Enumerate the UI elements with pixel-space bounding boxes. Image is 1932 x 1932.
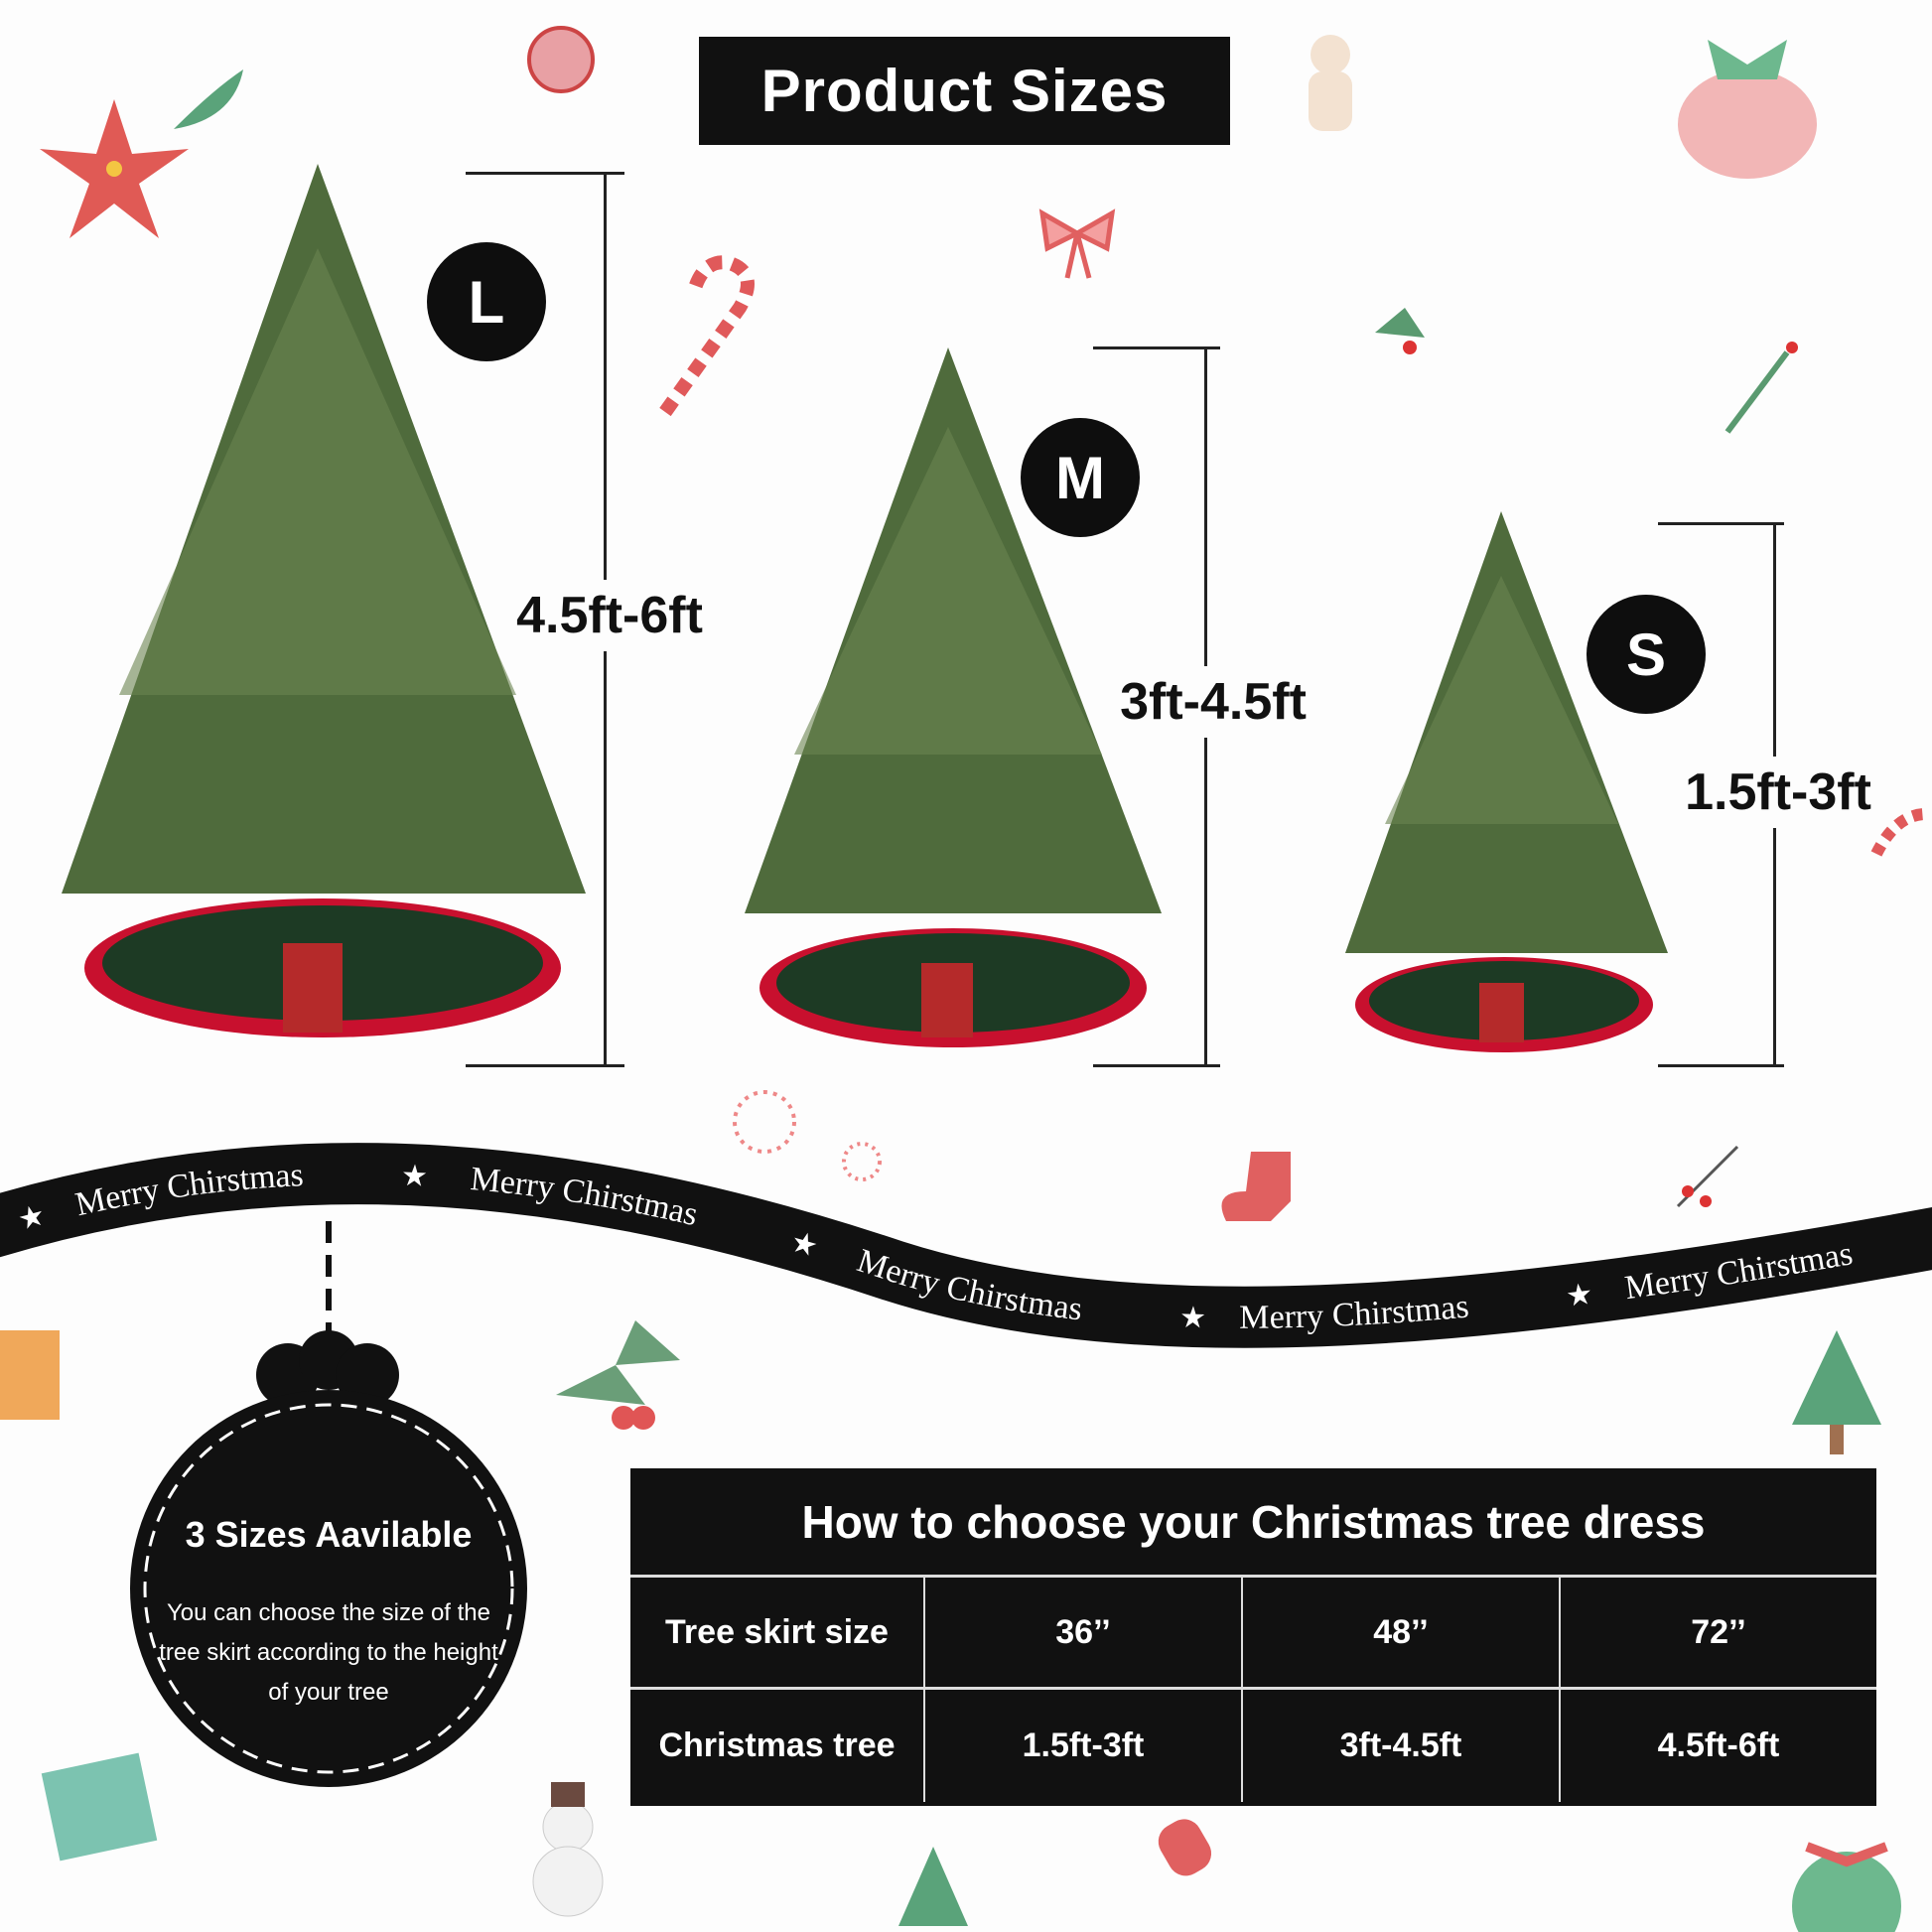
svg-text:★: ★ [1564,1278,1594,1313]
ornament-body: You can choose the size of the tree skir… [159,1599,498,1706]
candy-cane-icon [1870,808,1927,857]
tree-large [62,164,586,1037]
height-label-small: 1.5ft-3ft [1685,757,1871,828]
pine-cap-icon [256,1330,399,1407]
star-icon: ★ [1179,1302,1207,1335]
height-label-large: 4.5ft-6ft [516,580,703,651]
ornament-badge [130,1330,527,1787]
dimension-tick [1093,1064,1220,1067]
svg-text:★: ★ [1179,1302,1207,1335]
size-chart-table: How to choose your Christmas tree dress … [630,1468,1876,1806]
table-cell: 36’’ [923,1578,1241,1687]
dimension-tick [466,1064,624,1067]
poinsettia-icon [40,69,243,238]
dimension-tick [1093,346,1220,349]
size-badge-m: M [1021,418,1140,537]
table-cell: 72’’ [1559,1578,1876,1687]
small-tree-icon [898,1330,1881,1926]
tree-small [1345,511,1668,1052]
ornament-icon [527,26,595,93]
ornament-icon [1792,1842,1901,1932]
table-cell: 4.5ft-6ft [1559,1690,1876,1802]
ornament-heading: 3 Sizes Aavilable [185,1514,473,1555]
snowman-icon [532,1782,604,1917]
bow-icon [1038,208,1116,279]
height-label-medium: 3ft-4.5ft [1120,666,1307,738]
holly-icon [556,1320,680,1430]
berry-branch-icon [1676,1145,1739,1208]
holly-icon [1375,308,1425,354]
gift-icon [0,1330,158,1862]
dimension-tick [466,172,624,175]
tree-medium [745,347,1162,1047]
star-icon: ★ [1564,1278,1594,1313]
stocking-icon [1221,1152,1291,1221]
page-title: Product Sizes [699,37,1230,145]
size-badge-s: S [1587,595,1706,714]
snowflake-icon [733,1090,882,1181]
table-cell: 3ft-4.5ft [1241,1690,1559,1802]
table-cell: 48’’ [1241,1578,1559,1687]
mitten-icon [1158,1819,1212,1876]
hanging-ornament-icon [1678,40,1817,179]
gingerbread-icon [1309,35,1352,131]
size-badge-l: L [427,242,546,361]
row-header: Christmas tree [658,1726,896,1764]
dimension-tick [1658,522,1784,525]
leaf-branch-icon [1725,342,1798,434]
star-icon: ★ [400,1160,428,1193]
table-cell: 1.5ft-3ft [923,1690,1241,1802]
table-title: How to choose your Christmas tree dress [630,1468,1876,1578]
svg-text:★: ★ [400,1160,428,1193]
table-row: Tree skirt size 36’’ 48’’ 72’’ [630,1578,1876,1690]
table-row: Christmas tree 1.5ft-3ft 3ft-4.5ft 4.5ft… [630,1690,1876,1802]
row-header: Tree skirt size [665,1612,889,1651]
dimension-tick [1658,1064,1784,1067]
